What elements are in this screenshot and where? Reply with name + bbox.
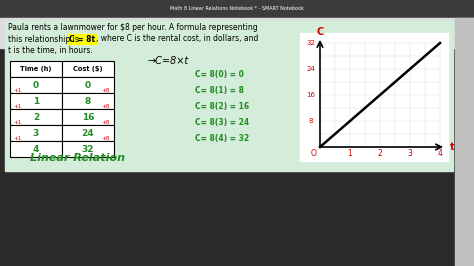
Text: 32: 32 (82, 144, 94, 153)
Text: 16: 16 (307, 92, 316, 98)
Text: 1: 1 (33, 97, 39, 106)
Text: +8: +8 (102, 103, 110, 109)
Bar (68, 34, 96, 44)
Text: 4: 4 (33, 144, 39, 153)
Text: 2: 2 (33, 113, 39, 122)
Text: Linear Relation: Linear Relation (30, 153, 125, 163)
Bar (62, 93, 114, 109)
Bar (5, 21, 453, 171)
Text: C= 8(3) = 24: C= 8(3) = 24 (195, 118, 249, 127)
Bar (10, 109, 62, 125)
Bar (10, 77, 62, 93)
Text: , where C is the rental cost, in dollars, and: , where C is the rental cost, in dollars… (96, 35, 258, 44)
Text: 0: 0 (33, 81, 39, 89)
Text: →C=8×t: →C=8×t (148, 56, 189, 66)
Text: 8: 8 (309, 118, 313, 124)
Text: 24: 24 (82, 128, 94, 138)
Bar (10, 61, 62, 77)
Text: +8: +8 (102, 119, 110, 124)
Text: C= 8(0) = 0: C= 8(0) = 0 (195, 69, 244, 78)
Text: 4: 4 (438, 149, 442, 159)
Text: C: C (316, 27, 324, 37)
Text: t is the time, in hours.: t is the time, in hours. (8, 45, 93, 55)
Text: this relationship is: this relationship is (8, 35, 81, 44)
Text: +1: +1 (14, 135, 22, 140)
Bar (10, 125, 62, 141)
Text: 2: 2 (378, 149, 383, 159)
Bar (62, 77, 114, 93)
Bar (455, 18, 474, 266)
Text: Paula rents a lawnmower for $8 per hour. A formula representing: Paula rents a lawnmower for $8 per hour.… (8, 23, 258, 32)
Bar (62, 125, 114, 141)
Text: 32: 32 (307, 40, 315, 46)
Text: 3: 3 (408, 149, 412, 159)
Text: Cost ($): Cost ($) (73, 66, 103, 72)
Bar (10, 93, 62, 109)
Bar (62, 109, 114, 125)
Bar (300, 33, 448, 161)
Text: +8: +8 (102, 88, 110, 93)
Text: +1: +1 (14, 103, 22, 109)
Text: 0: 0 (85, 81, 91, 89)
Bar (10, 141, 62, 157)
Text: +1: +1 (14, 119, 22, 124)
Text: Math 8 Linear Relations Notebook * - SMART Notebook: Math 8 Linear Relations Notebook * - SMA… (170, 6, 304, 11)
Text: 1: 1 (347, 149, 352, 159)
Bar (62, 141, 114, 157)
Text: +8: +8 (102, 135, 110, 140)
Text: C= 8(1) = 8: C= 8(1) = 8 (195, 85, 244, 94)
Text: 3: 3 (33, 128, 39, 138)
Bar (0, 18, 474, 48)
Text: C = 8t: C = 8t (69, 35, 95, 44)
Text: 16: 16 (82, 113, 94, 122)
Text: +1: +1 (14, 88, 22, 93)
Text: Time (h): Time (h) (20, 66, 52, 72)
Text: 8: 8 (85, 97, 91, 106)
Bar (0, 0, 474, 18)
Text: C= 8(2) = 16: C= 8(2) = 16 (195, 102, 249, 110)
Text: C= 8(4) = 32: C= 8(4) = 32 (195, 134, 249, 143)
Text: 24: 24 (307, 66, 315, 72)
Text: O: O (311, 149, 317, 159)
Text: t: t (450, 142, 454, 152)
Bar (62, 61, 114, 77)
